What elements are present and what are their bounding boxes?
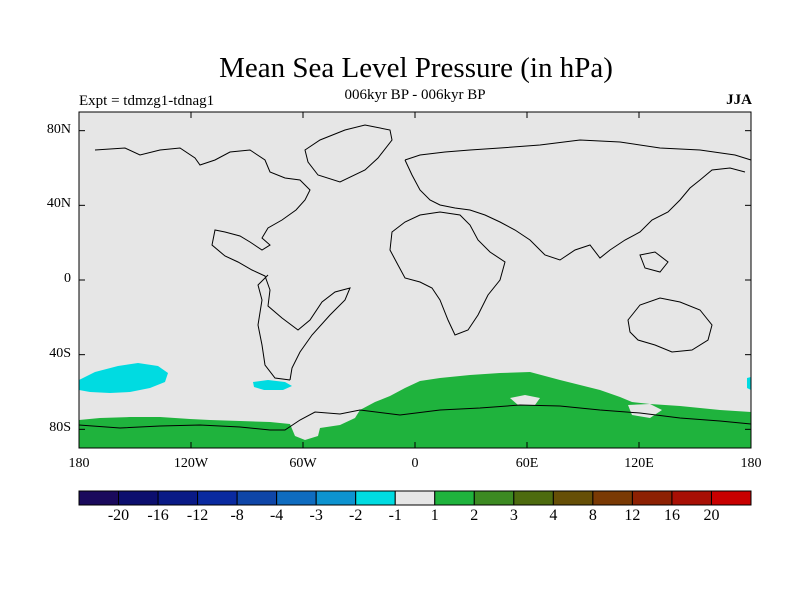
- colorbar-box: [552, 490, 594, 506]
- lat-tick-label: 80S: [49, 420, 71, 436]
- colorbar-box: [315, 490, 357, 506]
- colorbar-box: [592, 490, 633, 506]
- colorbar-box: [197, 490, 238, 506]
- colorbar-label: 2: [470, 507, 479, 524]
- colorbar-box: [473, 490, 515, 506]
- map-title: Mean Sea Level Pressure (in hPa): [219, 52, 613, 84]
- colorbar-label: 12: [624, 507, 641, 524]
- negative-anomaly-region: [79, 363, 751, 393]
- coastlines: [78, 124, 752, 431]
- colorbar-label: 8: [588, 507, 597, 524]
- lon-tick-label: 180: [68, 456, 90, 471]
- colorbar-label: 20: [703, 507, 720, 524]
- colorbar-label: -16: [147, 507, 169, 524]
- lon-tick-label: 120E: [624, 456, 654, 471]
- colorbar-box: [394, 490, 436, 506]
- lon-tick-label: 120W: [173, 456, 209, 471]
- colorbar-box: [157, 490, 199, 506]
- lon-tick-label: 60E: [515, 456, 539, 471]
- colorbar-box: [118, 490, 159, 506]
- colorbar-box: [276, 490, 317, 506]
- colorbar-box: [355, 490, 396, 506]
- lat-tick-label: 80N: [46, 121, 71, 137]
- positive-anomaly-region: [79, 372, 751, 448]
- lon-tick-label: 180: [740, 456, 762, 471]
- latitude-ticks: [79, 130, 751, 430]
- colorbar-label: 16: [663, 507, 680, 524]
- colorbar-box: [434, 490, 475, 506]
- lon-tick-label: 60W: [289, 456, 317, 471]
- colorbar-label: 3: [509, 507, 518, 524]
- colorbar-label: -2: [349, 507, 363, 524]
- lat-tick-label: 0: [64, 271, 71, 286]
- colorbar-label: -20: [107, 507, 130, 524]
- lat-tick-label: 40N: [46, 196, 71, 212]
- colorbar-box: [710, 490, 752, 506]
- experiment-label: Expt = tdmzg1-tdnag1: [79, 93, 215, 109]
- colorbar-box: [671, 490, 712, 506]
- colorbar-label: 1: [430, 507, 439, 524]
- season-label: JJA: [726, 92, 752, 108]
- colorbar-box: [236, 490, 278, 506]
- colorbar-label: -12: [186, 507, 209, 524]
- colorbar: [78, 490, 752, 506]
- colorbar-label: -4: [269, 507, 284, 524]
- longitude-ticks: [78, 112, 752, 448]
- colorbar-box: [78, 490, 120, 506]
- lat-tick-label: 40S: [49, 345, 71, 361]
- colorbar-box: [631, 490, 673, 506]
- map-subtitle: 006kyr BP - 006kyr BP: [344, 87, 486, 103]
- colorbar-label: -8: [230, 507, 244, 524]
- colorbar-label: -3: [309, 507, 323, 524]
- colorbar-label: -1: [388, 507, 402, 524]
- lon-tick-label: 0: [411, 456, 419, 471]
- colorbar-label: 4: [549, 507, 558, 524]
- colorbar-box: [513, 490, 554, 506]
